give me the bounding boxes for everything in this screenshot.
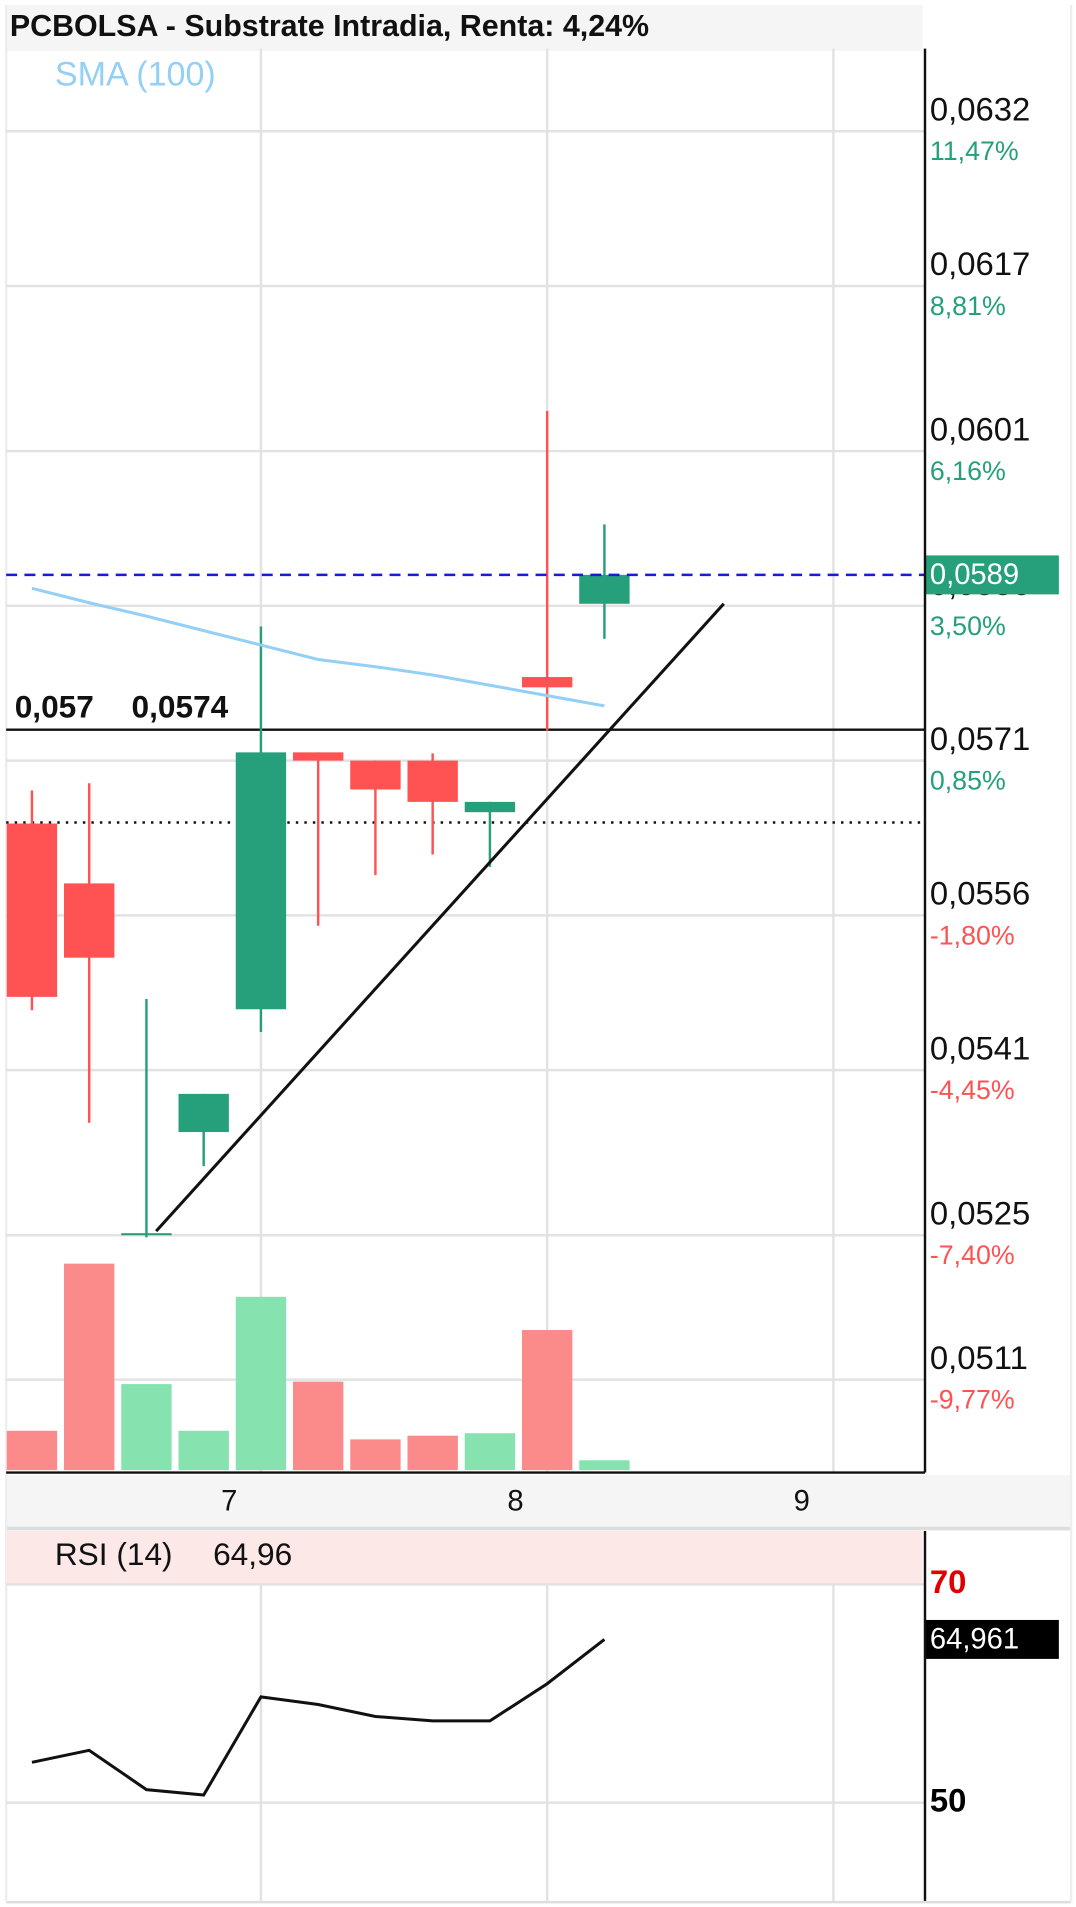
- y-tick-change: -9,77%: [930, 1385, 1015, 1415]
- volume-bar: [64, 1263, 115, 1471]
- y-tick-change: -1,80%: [930, 920, 1015, 950]
- legend-entry: SMA (100): [55, 56, 216, 94]
- rsi-line: [31, 1638, 606, 1797]
- candle-body: [6, 823, 58, 997]
- y-tick-change: 3,50%: [930, 611, 1006, 641]
- last-value-box: [924, 1619, 1059, 1659]
- y-tick-label: 0,0617: [930, 245, 1030, 282]
- sma-line: [31, 586, 605, 708]
- candle-body: [64, 883, 115, 958]
- last-price-box: [924, 555, 1059, 595]
- volume-bar: [178, 1430, 229, 1471]
- trendline: [155, 602, 725, 1233]
- y-tick-change: 11,47%: [930, 136, 1019, 166]
- volume-bar: [292, 1381, 344, 1471]
- y-tick-change: 6,16%: [930, 456, 1006, 486]
- y-tick-label: 0,0556: [930, 875, 1030, 912]
- y-tick-change: -4,45%: [930, 1075, 1015, 1105]
- candle-body: [235, 752, 287, 1010]
- y-tick-change: 8,81%: [930, 291, 1006, 321]
- y-tick-label: 0,0601: [930, 410, 1030, 447]
- chart-title: PCBOLSA - Substrate Intradia, Renta: 4,2…: [10, 9, 649, 43]
- y-tick-change: -7,40%: [930, 1240, 1015, 1270]
- volume-bar: [464, 1433, 516, 1471]
- y-tick-label: 70: [930, 1563, 967, 1600]
- line-label: 0,057: [15, 688, 94, 724]
- volume-bar: [579, 1460, 630, 1471]
- candle-body: [121, 1233, 172, 1236]
- x-tick-label: 7: [221, 1486, 237, 1518]
- last-price-label: 0,0589: [930, 559, 1019, 591]
- y-tick-label: 0,0571: [930, 720, 1030, 757]
- line-label: 0,0574: [132, 688, 229, 724]
- candle-body: [521, 677, 573, 688]
- candle-body: [579, 574, 630, 604]
- overbought-band: [6, 1530, 923, 1585]
- y-tick-label: 0,0632: [930, 90, 1030, 127]
- title-bar: [6, 4, 923, 52]
- y-tick-label: 0,0511: [930, 1339, 1028, 1376]
- x-tick-label: 9: [794, 1486, 810, 1518]
- volume-bar: [6, 1430, 58, 1471]
- last-value-label: 64,961: [930, 1623, 1019, 1655]
- x-tick-label: 8: [507, 1486, 523, 1518]
- indicator-value: 64,96: [213, 1536, 292, 1572]
- volume-bar: [407, 1435, 458, 1471]
- volume-bar: [121, 1384, 172, 1471]
- x-axis-strip: [6, 1474, 1072, 1528]
- candle-body: [178, 1093, 229, 1133]
- volume-bar: [350, 1439, 401, 1471]
- y-tick-label: 50: [930, 1781, 967, 1818]
- y-tick-label: 0,0541: [930, 1029, 1030, 1066]
- y-tick-label: 0,0525: [930, 1194, 1030, 1231]
- volume-bar: [521, 1330, 573, 1471]
- candle-body: [292, 752, 344, 761]
- y-tick-change: 0,85%: [930, 766, 1006, 796]
- candle-body: [407, 760, 458, 802]
- candle-body: [350, 760, 401, 790]
- volume-bar: [235, 1296, 287, 1471]
- candle-body: [464, 801, 516, 813]
- indicator-title: RSI (14): [55, 1536, 173, 1572]
